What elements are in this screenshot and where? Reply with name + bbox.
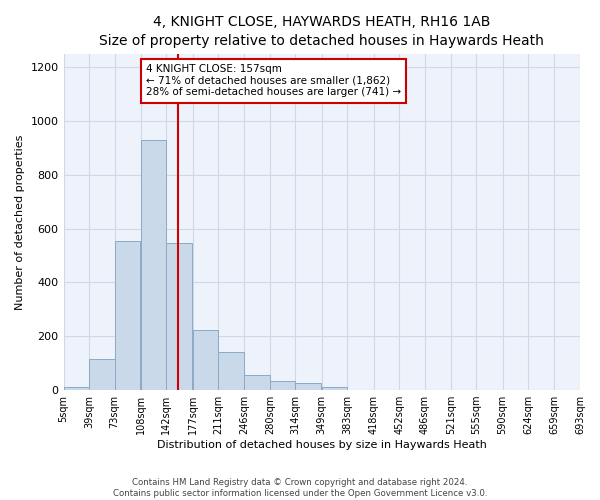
Bar <box>141 140 166 390</box>
Title: 4, KNIGHT CLOSE, HAYWARDS HEATH, RH16 1AB
Size of property relative to detached : 4, KNIGHT CLOSE, HAYWARDS HEATH, RH16 1A… <box>100 15 544 48</box>
Text: 4 KNIGHT CLOSE: 157sqm
← 71% of detached houses are smaller (1,862)
28% of semi-: 4 KNIGHT CLOSE: 157sqm ← 71% of detached… <box>146 64 401 98</box>
Text: Contains HM Land Registry data © Crown copyright and database right 2024.
Contai: Contains HM Land Registry data © Crown c… <box>113 478 487 498</box>
X-axis label: Distribution of detached houses by size in Haywards Heath: Distribution of detached houses by size … <box>157 440 487 450</box>
Bar <box>166 244 192 390</box>
Bar <box>193 330 218 390</box>
Y-axis label: Number of detached properties: Number of detached properties <box>15 134 25 310</box>
Bar <box>89 359 115 390</box>
Bar <box>244 375 270 390</box>
Bar <box>115 241 140 390</box>
Bar <box>218 352 244 390</box>
Bar <box>322 388 347 390</box>
Bar <box>270 381 295 390</box>
Bar <box>64 388 89 390</box>
Bar <box>295 384 321 390</box>
